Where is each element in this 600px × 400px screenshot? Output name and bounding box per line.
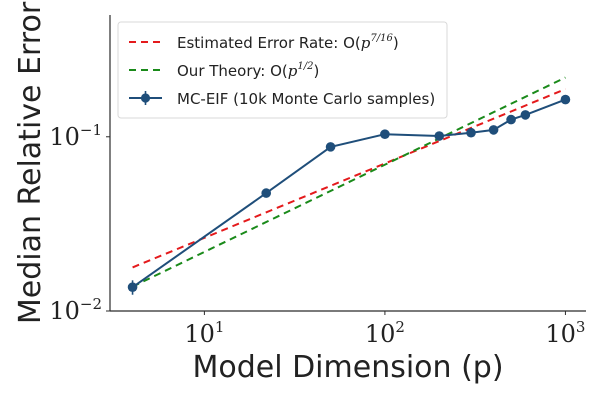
data-point xyxy=(127,282,138,292)
x-axis-label: Model Dimension (p) xyxy=(192,350,503,385)
data-point xyxy=(325,142,336,152)
legend-box xyxy=(117,21,448,119)
data-point xyxy=(506,114,516,125)
data-point xyxy=(434,131,445,141)
legend-label: MC-EIF (10k Monte Carlo samples) xyxy=(177,90,435,108)
x-tick-label: 101 xyxy=(184,318,224,348)
x-tick-label: 102 xyxy=(365,318,405,348)
data-point xyxy=(380,129,390,139)
legend-entry: Our Theory: O(p1/2) xyxy=(129,61,319,80)
chart-series-layer xyxy=(127,76,571,295)
series-3 xyxy=(127,94,571,295)
chart-axes: 101 102 103 10−2 10−1 xyxy=(49,15,586,348)
data-point xyxy=(261,188,272,198)
series-2 xyxy=(132,76,566,288)
legend-label: Our Theory: O(p1/2) xyxy=(177,61,319,80)
y-tick-label: 10−2 xyxy=(49,295,102,325)
series-1-line xyxy=(132,88,566,269)
series-2-line xyxy=(132,76,566,288)
y-axis-label: Median Relative Error xyxy=(13,1,48,324)
legend-marker xyxy=(140,93,151,103)
series-3-line xyxy=(132,98,566,289)
legend-entry: MC-EIF (10k Monte Carlo samples) xyxy=(129,90,435,108)
legend-entry: Estimated Error Rate: O(p7/16) xyxy=(129,33,399,52)
data-point xyxy=(488,125,499,135)
data-point xyxy=(520,110,531,120)
data-point xyxy=(466,127,476,138)
chart-legend: Estimated Error Rate: O(p7/16) Our Theory… xyxy=(117,21,448,119)
series-1 xyxy=(132,88,566,269)
y-tick-label: 10−1 xyxy=(49,121,102,151)
x-tick-label: 103 xyxy=(545,318,585,348)
legend-label: Estimated Error Rate: O(p7/16) xyxy=(177,33,399,52)
data-point xyxy=(560,94,571,105)
